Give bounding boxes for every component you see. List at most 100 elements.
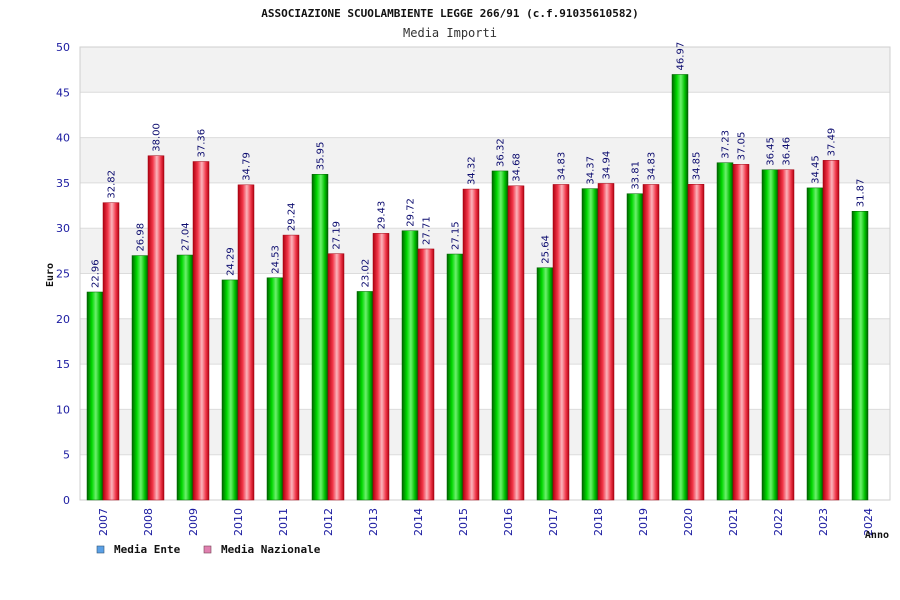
bar-media-nazionale-2018 (597, 183, 615, 501)
y-tick-label: 0 (63, 494, 70, 507)
value-label: 29.24 (287, 202, 298, 231)
y-tick-label: 20 (56, 313, 70, 326)
value-label: 37.23 (721, 130, 732, 159)
bar-media-nazionale-2010 (237, 184, 255, 501)
bar-media-ente-2014 (401, 230, 419, 501)
value-label: 34.37 (586, 156, 597, 185)
chart-title: ASSOCIAZIONE SCUOLAMBIENTE LEGGE 266/91 … (261, 7, 639, 20)
y-axis-label: Euro (45, 263, 56, 287)
bar-media-ente-2011 (266, 277, 284, 501)
y-tick-label: 35 (56, 177, 70, 190)
value-label: 46.97 (676, 42, 687, 71)
bar-media-nazionale-2020 (687, 184, 705, 501)
bar-media-nazionale-2021 (732, 164, 750, 501)
value-label: 34.83 (647, 152, 658, 181)
bar-media-nazionale-2012 (327, 253, 345, 501)
bar-media-nazionale-2015 (462, 188, 480, 501)
value-label: 29.72 (406, 198, 417, 227)
legend: Media Ente Media Nazionale (96, 543, 321, 556)
x-tick-label: 2016 (502, 508, 515, 536)
grid-band (80, 228, 890, 274)
x-tick-label: 2008 (142, 508, 155, 536)
value-label: 25.64 (541, 235, 552, 264)
value-label: 29.43 (377, 201, 388, 230)
bar-media-nazionale-2011 (282, 234, 300, 501)
bar-media-nazionale-2016 (507, 185, 525, 501)
bar-media-nazionale-2019 (642, 184, 660, 501)
grid-band (80, 47, 890, 93)
value-label: 34.68 (512, 153, 523, 182)
grid-band (80, 92, 890, 138)
bar-media-ente-2016 (491, 170, 509, 501)
x-tick-label: 2009 (187, 508, 200, 536)
bar-media-ente-2007 (86, 291, 104, 501)
x-tick-label: 2012 (322, 508, 335, 536)
value-label: 34.45 (811, 155, 822, 184)
value-label: 24.53 (271, 245, 282, 274)
grid-band (80, 409, 890, 455)
x-tick-label: 2014 (412, 508, 425, 536)
bar-media-ente-2009 (176, 254, 194, 501)
x-tick-label: 2022 (772, 508, 785, 536)
x-axis-label: Anno (865, 530, 889, 541)
bar-media-ente-2018 (581, 188, 599, 501)
chart-subtitle: Media Importi (403, 26, 497, 40)
grid-band (80, 454, 890, 500)
bar-media-ente-2020 (671, 74, 689, 501)
value-label: 27.04 (181, 222, 192, 251)
y-tick-label: 10 (56, 403, 70, 416)
bar-media-ente-2022 (761, 169, 779, 501)
x-tick-label: 2007 (97, 508, 110, 536)
x-tick-label: 2020 (682, 508, 695, 536)
y-tick-label: 30 (56, 222, 70, 235)
value-label: 34.79 (242, 152, 253, 181)
value-label: 27.19 (332, 221, 343, 250)
bar-media-ente-2010 (221, 279, 239, 501)
bar-media-ente-2021 (716, 162, 734, 501)
plot-frame (79, 46, 891, 501)
bar-media-ente-2013 (356, 291, 374, 501)
value-label: 36.45 (766, 137, 777, 166)
value-label: 27.15 (451, 221, 462, 250)
bar-media-nazionale-2008 (147, 155, 165, 501)
x-tick-label: 2021 (727, 508, 740, 536)
x-tick-label: 2015 (457, 508, 470, 536)
y-tick-label: 50 (56, 41, 70, 54)
grid-band (80, 273, 890, 319)
legend-label-media-nazionale: Media Nazionale (221, 543, 321, 556)
value-label: 37.05 (737, 132, 748, 161)
bar-media-ente-2024 (851, 211, 869, 501)
x-axis-ticks: 2007 2008 2009 2010 2011 2012 2013 2014 2015 2016… (97, 508, 875, 536)
value-label: 26.98 (136, 223, 147, 252)
bar-media-nazionale-2023 (822, 160, 840, 501)
grid-band (80, 182, 890, 229)
bar-media-ente-2015 (446, 253, 464, 501)
value-label: 23.02 (361, 259, 372, 288)
value-label: 34.83 (557, 152, 568, 181)
x-tick-label: 2010 (232, 508, 245, 536)
x-tick-label: 2023 (817, 508, 830, 536)
y-tick-label: 15 (56, 358, 70, 371)
value-label: 34.94 (602, 151, 613, 180)
value-label: 34.32 (467, 156, 478, 185)
grid-band (80, 364, 890, 410)
x-tick-label: 2017 (547, 508, 560, 536)
bar-media-ente-2012 (311, 174, 329, 501)
y-tick-label: 45 (56, 86, 70, 99)
bar-media-nazionale-2007 (102, 202, 120, 501)
legend-swatch-media-nazionale (203, 545, 212, 554)
value-label: 37.36 (197, 129, 208, 158)
bars (86, 74, 869, 501)
value-label: 35.95 (316, 142, 327, 171)
bar-media-nazionale-2022 (777, 169, 795, 501)
y-tick-label: 40 (56, 132, 70, 145)
y-axis-ticks: 0 5 10 15 20 25 30 35 40 45 50 (56, 41, 70, 507)
value-label: 31.87 (856, 179, 867, 208)
grid-band (80, 137, 890, 183)
value-label: 32.82 (107, 170, 118, 199)
bar-media-nazionale-2017 (552, 184, 570, 501)
x-tick-label: 2013 (367, 508, 380, 536)
y-tick-label: 5 (63, 449, 70, 462)
bar-media-ente-2023 (806, 187, 824, 501)
